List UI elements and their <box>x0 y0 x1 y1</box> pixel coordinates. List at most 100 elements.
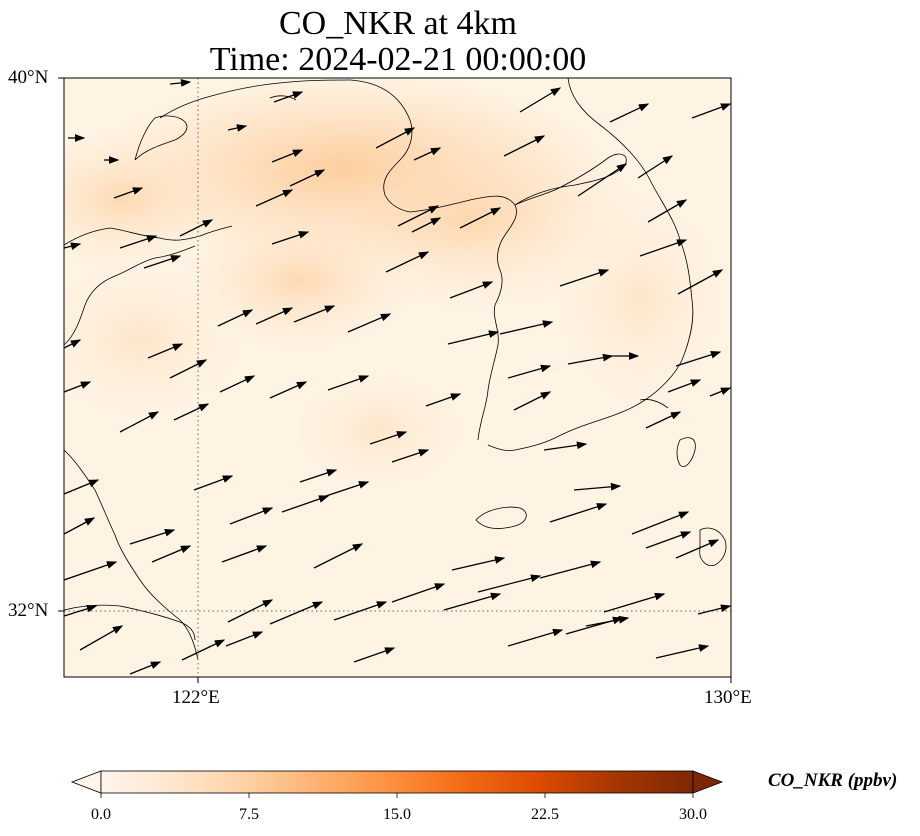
wind-arrow <box>647 199 688 223</box>
wind-arrow <box>573 482 622 491</box>
wind-arrow <box>637 155 674 179</box>
wind-arrow <box>217 309 254 327</box>
wind-arrow <box>271 231 310 245</box>
wind-arrow <box>255 307 294 325</box>
map-frame <box>63 77 732 678</box>
lat-label-40n: 40°N <box>8 67 49 88</box>
colorbar-tick-4: 30.0 <box>679 806 707 823</box>
wind-arrow <box>577 163 628 197</box>
wind-arrow <box>293 305 336 323</box>
wind-arrow <box>645 531 692 549</box>
wind-arrow <box>631 511 690 535</box>
wind-arrow <box>79 625 124 651</box>
wind-arrow <box>179 219 214 237</box>
wind-arrow <box>313 543 364 569</box>
wind-arrow <box>271 149 304 163</box>
wind-arrow <box>449 281 494 299</box>
colorbar-gradient <box>100 770 694 794</box>
wind-arrow <box>477 574 542 593</box>
colorbar-label: CO_NKR (ppbv) <box>768 770 898 791</box>
wind-arrow <box>64 339 82 349</box>
wind-arrow <box>333 601 388 621</box>
wind-arrow <box>299 469 338 483</box>
wind-arrow <box>129 529 176 545</box>
wind-arrow <box>143 255 182 269</box>
wind-arrow <box>677 269 724 295</box>
wind-arrow <box>269 381 308 399</box>
wind-arrow <box>499 320 554 335</box>
wind-arrow <box>113 187 144 199</box>
wind-arrow <box>327 375 370 391</box>
wind-arrow <box>64 242 82 250</box>
colorbar-tick-1: 7.5 <box>239 806 259 823</box>
wind-arrow <box>675 351 722 367</box>
map-title-line2: Time: 2024-02-21 00:00:00 <box>209 41 587 78</box>
wind-arrow <box>519 87 562 113</box>
wind-arrow <box>151 545 192 563</box>
wind-arrow <box>369 431 408 445</box>
wind-arrow <box>181 639 226 661</box>
wind-arrow <box>691 103 731 119</box>
wind-arrow <box>639 239 688 257</box>
wind-arrow <box>655 644 710 659</box>
map-title-line1: CO_NKR at 4km <box>279 5 517 42</box>
wind-arrow <box>539 560 602 579</box>
wind-arrow <box>459 207 502 229</box>
wind-arrow <box>549 503 608 523</box>
wind-arrow <box>425 393 462 407</box>
wind-arrow <box>675 539 720 559</box>
wind-arrow <box>447 330 500 345</box>
map-panel <box>58 77 732 683</box>
wind-arrow <box>289 169 326 187</box>
wind-arrow <box>513 391 552 411</box>
wind-arrow <box>507 628 564 647</box>
colorbar-tick-3: 22.5 <box>531 806 559 823</box>
wind-arrow <box>391 449 430 463</box>
wind-arrow <box>385 251 430 273</box>
wind-arrow <box>347 313 392 333</box>
wind-arrow <box>193 475 234 491</box>
wind-arrow <box>227 599 274 623</box>
wind-arrow <box>119 411 160 433</box>
wind-arrow <box>609 103 650 123</box>
wind-arrow <box>375 127 416 149</box>
wind-arrow <box>273 91 304 103</box>
wind-arrow <box>391 583 446 603</box>
wind-arrow <box>603 592 666 613</box>
wind-arrow <box>269 601 324 625</box>
wind-arrow <box>709 387 731 397</box>
gridlines <box>64 78 731 677</box>
wind-arrow <box>507 364 552 379</box>
wind-arrow <box>413 147 442 161</box>
lat-label-32n: 32°N <box>8 600 49 621</box>
wind-arrow <box>353 647 396 663</box>
wind-arrow <box>129 661 162 675</box>
wind-vectors <box>64 79 731 675</box>
colorbar-extend-min <box>70 770 102 794</box>
wind-arrow <box>281 495 330 513</box>
wind-arrow <box>64 517 96 535</box>
wind-arrow <box>64 479 100 495</box>
wind-arrow <box>697 604 731 615</box>
wind-arrow <box>219 375 256 393</box>
wind-arrow <box>645 411 682 429</box>
wind-arrow <box>229 507 274 525</box>
wind-arrow <box>443 592 502 611</box>
wind-arrow <box>503 135 546 157</box>
lon-label-122e: 122°E <box>172 687 220 708</box>
lon-label-130e: 130°E <box>704 687 752 708</box>
wind-arrow <box>64 561 118 581</box>
wind-arrow <box>319 481 370 499</box>
wind-arrow <box>397 205 440 227</box>
colorbar-extend-max <box>692 770 724 794</box>
wind-arrow <box>227 124 248 132</box>
wind-arrow <box>169 79 192 87</box>
wind-arrow <box>667 379 702 393</box>
wind-arrow <box>255 189 294 207</box>
concentration-field <box>64 78 731 677</box>
wind-arrow <box>119 235 158 249</box>
wind-arrow <box>64 604 98 617</box>
wind-arrow <box>565 616 624 635</box>
colorbar-tick-0: 0.0 <box>91 806 111 823</box>
